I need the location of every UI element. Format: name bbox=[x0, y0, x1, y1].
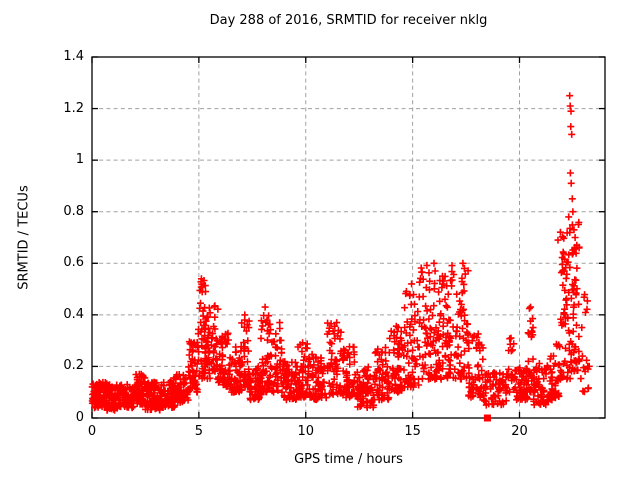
y-axis-label: SRMTID / TECUs bbox=[16, 185, 32, 290]
y-tick-label: 0.8 bbox=[63, 203, 84, 219]
y-tick-label: 0.6 bbox=[63, 255, 84, 271]
scatter-points bbox=[88, 92, 593, 422]
y-tick-label: 1.4 bbox=[63, 49, 84, 64]
x-tick-label: 15 bbox=[404, 424, 421, 439]
x-axis-label: GPS time / hours bbox=[294, 452, 403, 467]
chart-title: Day 288 of 2016, SRMTID for receiver nkl… bbox=[209, 13, 488, 28]
plot-border bbox=[91, 56, 606, 419]
x-tick-label: 0 bbox=[87, 424, 97, 439]
x-tick-label: 10 bbox=[297, 424, 315, 439]
y-tick-label: 0.2 bbox=[63, 358, 84, 374]
y-tick-label: 0.4 bbox=[63, 306, 84, 322]
x-tick-label: 5 bbox=[194, 424, 204, 439]
x-tick-label: 20 bbox=[511, 424, 528, 439]
y-tick-label: 1.2 bbox=[63, 100, 84, 116]
y-tick-label: 1 bbox=[75, 152, 84, 168]
axis-tick-marks bbox=[91, 56, 605, 419]
y-tick-label: 0 bbox=[75, 410, 84, 425]
